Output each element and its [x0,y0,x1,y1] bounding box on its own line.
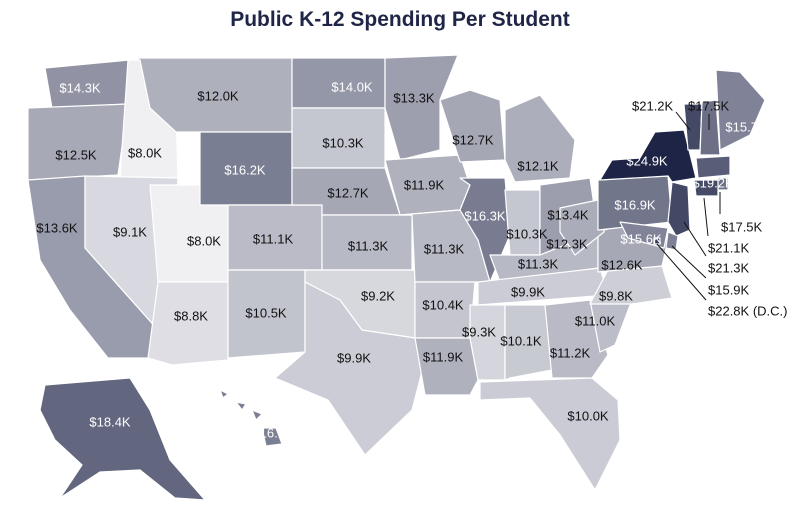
state-value-label-idaho: $8.0K [128,146,162,161]
state-value-label-louisiana: $11.9K [423,350,464,365]
state-value-label-kentucky: $11.3K [518,257,559,272]
state-texas [274,281,426,456]
state-value-label-maryland: $15.6K [620,232,662,247]
state-west-virginia [559,199,605,256]
state-value-label-rhode-island: $17.5K [721,220,763,235]
state-value-label-florida: $10.0K [567,409,609,424]
state-value-label-north-carolina: $9.8K [599,289,633,304]
state-value-label-maine: $15.7K [725,120,767,135]
leader-line-new-jersey [683,221,707,257]
state-value-label-north-dakota: $14.0K [331,80,373,95]
state-value-label-montana: $12.0K [197,89,239,104]
state-indiana [504,189,541,256]
state-value-label-oklahoma: $9.2K [361,289,395,304]
state-value-label-arkansas: $10.4K [422,298,464,313]
state-value-label-massachusetts: $19.2K [692,176,734,191]
state-value-label-virginia: $12.6K [601,258,643,273]
state-value-label-georgia: $11.2K [550,346,591,361]
state-value-label-west-virginia: $12.3K [546,237,588,252]
state-michigan [504,94,576,183]
state-value-label-mississippi: $9.3K [462,325,496,340]
state-value-label-minnesota: $13.3K [393,91,435,106]
state-value-label-oregon: $12.5K [55,148,97,163]
state-value-label-south-carolina: $11.0K [575,314,616,329]
state-value-label-delaware: $15.9K [708,283,750,298]
state-massachusetts [695,155,731,179]
state-florida [479,377,621,491]
state-value-label-arizona: $8.8K [174,309,208,324]
state-value-label-illinois: $16.3K [464,209,506,224]
state-value-label-south-dakota: $10.3K [322,136,364,151]
state-hawaii [219,389,283,447]
state-wisconsin [439,89,506,163]
state-value-label-wisconsin: $12.7K [452,133,494,148]
state-value-label-wyoming: $16.2K [224,163,266,178]
state-value-label-california: $13.6K [36,221,78,236]
leader-line-vermont [675,111,691,131]
state-value-label-pennsylvania: $16.9K [614,198,656,213]
state-new-jersey [667,181,691,237]
chart-title: Public K-12 Spending Per Student [230,8,570,31]
state-alabama [504,304,553,381]
state-louisiana [414,337,479,396]
state-value-label-connecticut: $21.1K [708,241,750,256]
state-value-label-utah: $8.0K [187,234,221,249]
state-mississippi [469,304,506,381]
state-value-label-new-jersey: $21.3K [708,261,750,276]
state-value-label-iowa: $11.9K [404,178,445,193]
state-value-label-tennessee: $9.9K [511,285,545,300]
state-connecticut [693,179,719,197]
state-maine [715,69,766,151]
state-new-hampshire [699,99,721,156]
state-value-label-district-of-columbia: $22.8K (D.C.) [708,304,787,319]
state-value-label-indiana: $10.3K [506,227,548,242]
state-value-label-kansas: $11.3K [348,239,389,254]
state-district-of-columbia [653,237,661,245]
state-value-label-colorado: $11.1K [253,232,294,247]
state-value-label-new-york: $24.9K [626,154,668,169]
state-minnesota [384,54,459,161]
state-value-label-missouri: $11.3K [424,242,465,257]
state-value-label-new-mexico: $10.5K [245,306,287,321]
state-value-label-new-hampshire: $17.5K [688,99,730,114]
leader-line-district-of-columbia [656,243,707,301]
state-value-label-hawaii: $16.1K [252,426,294,441]
state-value-label-washington: $14.3K [59,81,101,96]
state-arizona [147,281,229,366]
state-value-label-vermont: $21.2K [632,99,674,114]
state-value-label-nevada: $9.1K [113,225,147,240]
state-value-label-texas: $9.9K [337,351,371,366]
state-georgia [544,299,609,379]
state-value-label-ohio: $13.4K [547,208,589,223]
state-value-label-alaska: $18.4K [89,415,131,430]
state-value-label-nebraska: $12.7K [327,186,369,201]
leader-line-delaware [671,245,707,279]
state-oregon [27,103,129,181]
state-value-label-alabama: $10.1K [500,334,542,349]
state-new-york [599,129,697,183]
state-delaware [665,231,679,251]
leader-line-connecticut [703,197,709,237]
state-value-label-michigan: $12.1K [517,159,559,174]
state-alaska [39,377,206,501]
